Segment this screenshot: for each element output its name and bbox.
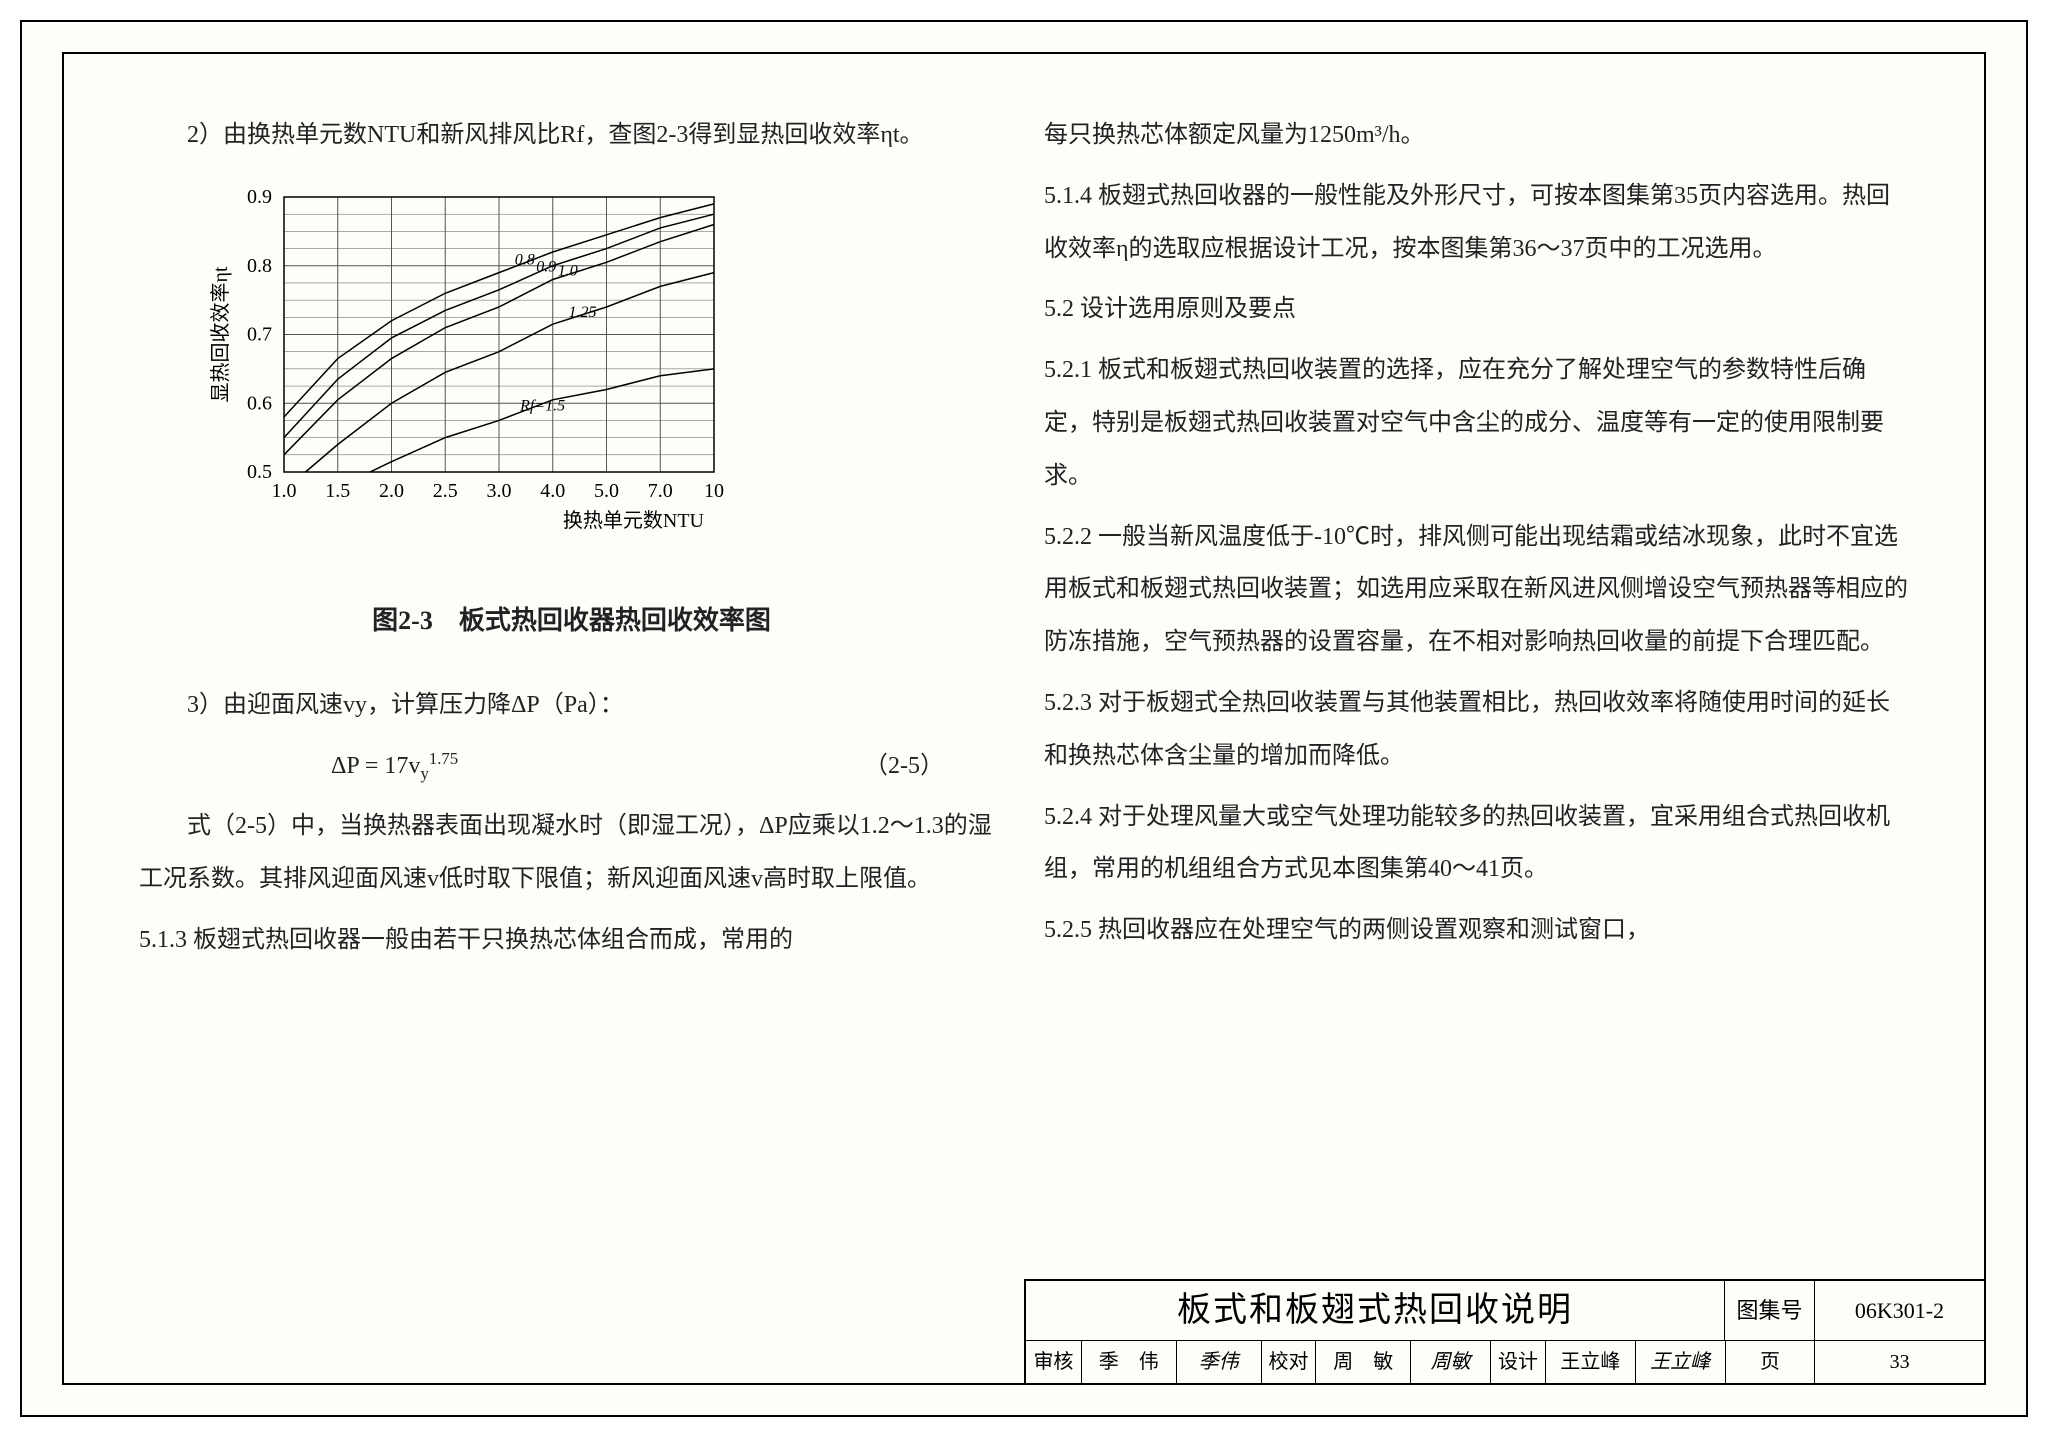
svg-text:0.6: 0.6 (247, 392, 272, 414)
right-p4: 5.2.1 板式和板翅式热回收装置的选择，应在充分了解处理空气的参数特性后确定，… (1044, 344, 1909, 502)
left-column: 2）由换热单元数NTU和新风排风比Rf，查图2-3得到显热回收效率ηt。 0.5… (104, 109, 1024, 1253)
svg-text:1.25: 1.25 (569, 304, 597, 321)
sheji-label: 设计 (1490, 1341, 1545, 1383)
svg-text:10: 10 (704, 480, 724, 502)
left-p2: 3）由迎面风速vy，计算压力降ΔP（Pa）： (139, 679, 1004, 732)
svg-text:0.5: 0.5 (247, 461, 272, 483)
right-p1: 每只换热芯体额定风量为1250m³/h。 (1044, 109, 1909, 162)
title-block-row1: 板式和板翅式热回收说明 图集号 06K301-2 (1026, 1281, 1984, 1341)
left-p4: 5.1.3 板翅式热回收器一般由若干只换热芯体组合而成，常用的 (139, 914, 1004, 967)
shenhe-label: 审核 (1026, 1341, 1081, 1383)
svg-text:1.0: 1.0 (272, 480, 297, 502)
chart-2-3: 0.50.60.70.80.91.01.52.02.53.04.05.07.01… (199, 182, 739, 562)
jiaodui-sig: 周敏 (1410, 1341, 1490, 1383)
equation-2-5: ΔP = 17vy1.75 （2-5） (139, 740, 1004, 793)
inner-frame: 2）由换热单元数NTU和新风排风比Rf，查图2-3得到显热回收效率ηt。 0.5… (62, 52, 1986, 1385)
chart-svg: 0.50.60.70.80.91.01.52.02.53.04.05.07.01… (199, 182, 739, 542)
svg-text:5.0: 5.0 (594, 480, 619, 502)
svg-text:1.0: 1.0 (558, 262, 578, 279)
left-p3: 式（2-5）中，当换热器表面出现凝水时（即湿工况），ΔP应乘以1.2～1.3的湿… (139, 800, 1004, 906)
right-p2: 5.1.4 板翅式热回收器的一般性能及外形尺寸，可按本图集第35页内容选用。热回… (1044, 170, 1909, 276)
ye-label: 页 (1725, 1341, 1815, 1383)
equation-number: （2-5） (864, 740, 944, 793)
svg-text:0.9: 0.9 (247, 186, 272, 208)
svg-text:显热回收效率ηt: 显热回收效率ηt (209, 266, 232, 402)
svg-text:7.0: 7.0 (648, 480, 673, 502)
shenhe-name: 季 伟 (1081, 1341, 1176, 1383)
svg-text:2.5: 2.5 (433, 480, 458, 502)
page: 2）由换热单元数NTU和新风排风比Rf，查图2-3得到显热回收效率ηt。 0.5… (20, 20, 2028, 1417)
tujihao-value: 06K301-2 (1814, 1281, 1984, 1340)
tujihao-label: 图集号 (1724, 1281, 1814, 1340)
chart-caption: 图2-3 板式热回收器热回收效率图 (139, 592, 1004, 649)
svg-text:0.9: 0.9 (536, 258, 556, 275)
sheji-sig: 王立峰 (1635, 1341, 1725, 1383)
sheji-name: 王立峰 (1545, 1341, 1635, 1383)
right-p6: 5.2.3 对于板翅式全热回收装置与其他装置相比，热回收效率将随使用时间的延长和… (1044, 677, 1909, 783)
left-p1: 2）由换热单元数NTU和新风排风比Rf，查图2-3得到显热回收效率ηt。 (139, 109, 1004, 162)
svg-text:4.0: 4.0 (540, 480, 565, 502)
right-p5: 5.2.2 一般当新风温度低于-10℃时，排风侧可能出现结霜或结冰现象，此时不宜… (1044, 511, 1909, 669)
right-column: 每只换热芯体额定风量为1250m³/h。 5.1.4 板翅式热回收器的一般性能及… (1024, 109, 1944, 1253)
svg-text:1.5: 1.5 (325, 480, 350, 502)
right-p7: 5.2.4 对于处理风量大或空气处理功能较多的热回收装置，宜采用组合式热回收机组… (1044, 791, 1909, 897)
jiaodui-name: 周 敏 (1315, 1341, 1410, 1383)
svg-text:换热单元数NTU: 换热单元数NTU (563, 509, 705, 532)
title-block-row2: 审核 季 伟 季伟 校对 周 敏 周敏 设计 王立峰 王立峰 页 33 (1026, 1341, 1984, 1383)
svg-text:Rf=1.5: Rf=1.5 (519, 397, 565, 414)
svg-text:0.8: 0.8 (515, 251, 535, 268)
svg-text:0.7: 0.7 (247, 323, 272, 345)
right-p8: 5.2.5 热回收器应在处理空气的两侧设置观察和测试窗口， (1044, 904, 1909, 957)
doc-title: 板式和板翅式热回收说明 (1026, 1281, 1724, 1340)
svg-text:0.8: 0.8 (247, 255, 272, 277)
svg-text:2.0: 2.0 (379, 480, 404, 502)
title-block: 板式和板翅式热回收说明 图集号 06K301-2 审核 季 伟 季伟 校对 周 … (1024, 1279, 1984, 1383)
right-p3: 5.2 设计选用原则及要点 (1044, 283, 1909, 336)
jiaodui-label: 校对 (1261, 1341, 1316, 1383)
shenhe-sig: 季伟 (1176, 1341, 1261, 1383)
page-number: 33 (1814, 1341, 1984, 1383)
svg-text:3.0: 3.0 (487, 480, 512, 502)
content-columns: 2）由换热单元数NTU和新风排风比Rf，查图2-3得到显热回收效率ηt。 0.5… (64, 54, 1984, 1273)
